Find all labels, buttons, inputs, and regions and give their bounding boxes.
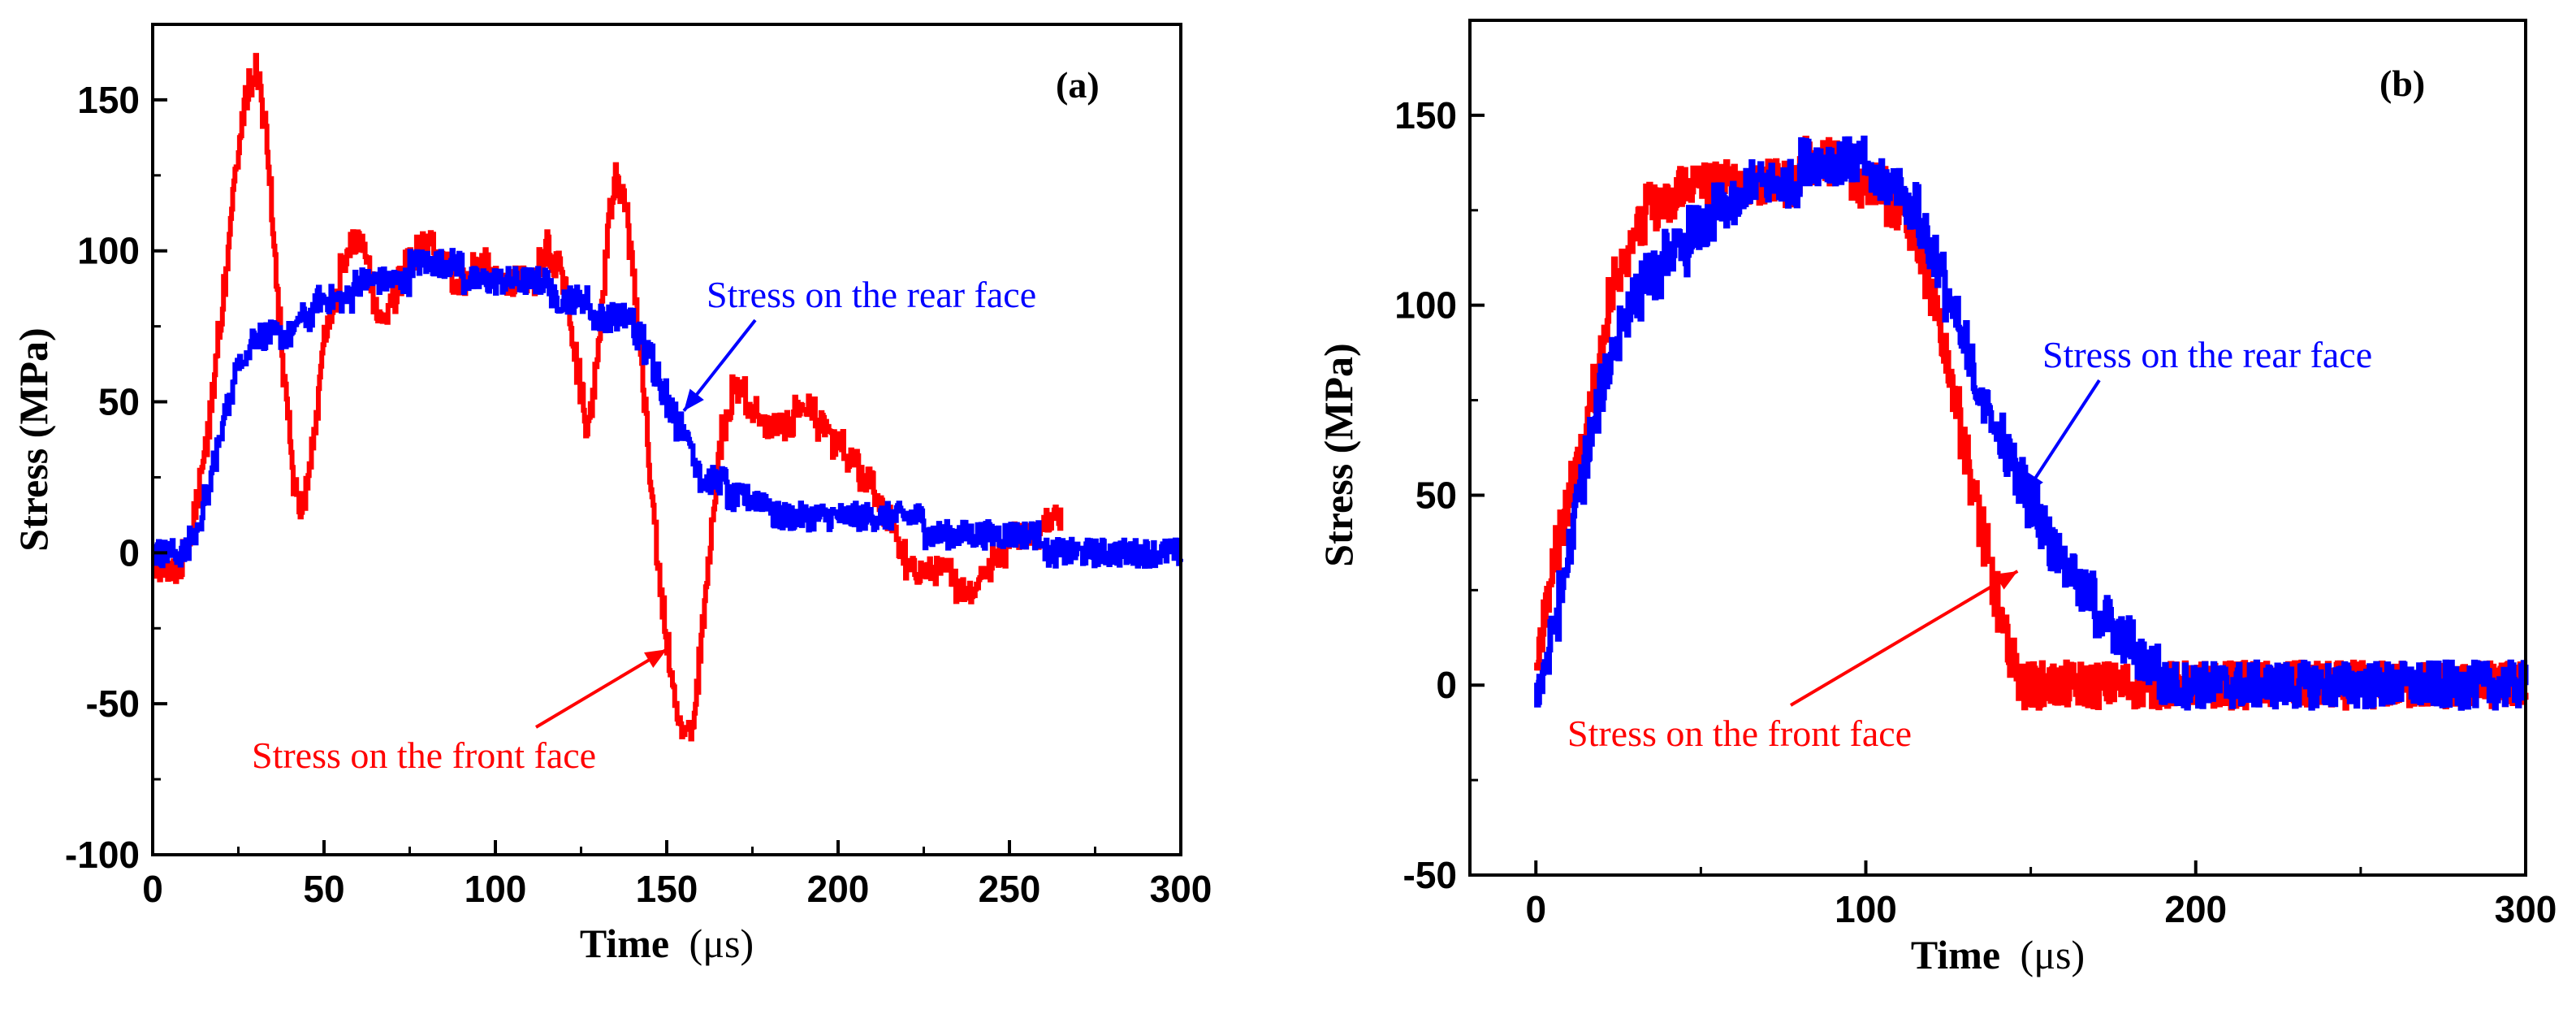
- panel-label-a: (a): [1056, 64, 1100, 106]
- chart-panel-a: 0 50 100 150 200 250 300 -100 -50 0 50 100 150 (a) T…: [11, 23, 1212, 966]
- annotations-b: Stress on the rear face Stress on the fro…: [1567, 334, 2372, 754]
- series-line-b-front-face: [1534, 136, 2529, 711]
- annotations-a: Stress on the rear face Stress on the fro…: [252, 274, 1036, 776]
- x-tick-label-b-100: 100: [1835, 888, 1897, 930]
- x-tick-label-a-150: 150: [636, 868, 698, 910]
- y-tick-label-b-150: 150: [1394, 94, 1457, 136]
- annotation-b-rear-face: Stress on the rear face: [2042, 334, 2372, 375]
- annotation-arrow-b-rear-face: [2022, 379, 2101, 496]
- y-tick-label-b-100: 100: [1394, 284, 1457, 327]
- plot-frame-b: [1468, 19, 2527, 877]
- y-tick-label-b--50: -50: [1403, 854, 1457, 896]
- x-axis-title-a: Time (μs): [580, 921, 754, 966]
- annotation-arrow-b-front-face: [1789, 570, 2019, 707]
- annotation-b-front-face: Stress on the front face: [1567, 713, 1912, 754]
- y-tick-label-a-50: 50: [98, 381, 140, 423]
- x-tick-label-a-50: 50: [303, 868, 344, 910]
- annotation-arrowhead-b-rear-face: [2024, 472, 2043, 496]
- y-tick-label-a-100: 100: [77, 230, 140, 272]
- ticks-b: 0 100 200 300 -50 0 50 100 150: [1394, 94, 2557, 930]
- y-axis-title-b: Stress (MPa): [1316, 343, 1361, 566]
- y-tick-label-b-50: 50: [1416, 474, 1457, 516]
- y-tick-label-a--100: -100: [65, 834, 140, 876]
- annotation-arrowhead-b-front-face: [1995, 570, 2018, 590]
- x-tick-label-b-0: 0: [1525, 888, 1546, 930]
- y-tick-label-a-150: 150: [77, 79, 140, 121]
- series-line-a-front-face: [151, 53, 1064, 742]
- x-axis-title-main-a: Time: [580, 921, 669, 966]
- y-tick-label-b-0: 0: [1436, 664, 1457, 706]
- y-tick-label-a-0: 0: [119, 531, 140, 574]
- series-layer-b: [1534, 135, 2529, 711]
- x-tick-label-a-300: 300: [1150, 868, 1212, 910]
- x-axis-title-unit-b: (μs): [2021, 932, 2085, 977]
- x-tick-label-b-300: 300: [2495, 888, 2557, 930]
- chart-panel-b: 0 100 200 300 -50 0 50 100 150 (b) Time (μs) Str…: [1316, 19, 2557, 977]
- y-axis-title-a: Stress (MPa): [11, 327, 56, 551]
- x-tick-label-a-0: 0: [142, 868, 163, 910]
- y-tick-label-a--50: -50: [86, 682, 140, 725]
- plot-frame-a: [151, 23, 1182, 856]
- panel-label-b: (b): [2379, 63, 2425, 104]
- annotation-a-rear-face: Stress on the rear face: [707, 274, 1036, 315]
- annotation-a-front-face: Stress on the front face: [252, 734, 596, 776]
- x-axis-title-unit-a: (μs): [689, 921, 754, 966]
- series-line-b-rear-face: [1534, 135, 2529, 711]
- x-tick-label-a-100: 100: [465, 868, 527, 910]
- ticks-a: 0 50 100 150 200 250 300 -100 -50 0 50 100 150: [65, 79, 1212, 910]
- annotation-arrowhead-a-front-face: [644, 649, 667, 669]
- series-layer-a: [151, 53, 1183, 742]
- series-line-a-rear-face: [151, 248, 1183, 569]
- x-tick-label-b-200: 200: [2164, 888, 2227, 930]
- x-axis-title-main-b: Time: [1911, 932, 2000, 977]
- x-tick-label-a-250: 250: [979, 868, 1041, 910]
- annotation-arrowhead-a-rear-face: [684, 388, 704, 411]
- x-tick-label-a-200: 200: [807, 868, 870, 910]
- x-axis-title-b: Time (μs): [1911, 932, 2085, 977]
- annotation-arrow-a-front-face: [534, 648, 668, 729]
